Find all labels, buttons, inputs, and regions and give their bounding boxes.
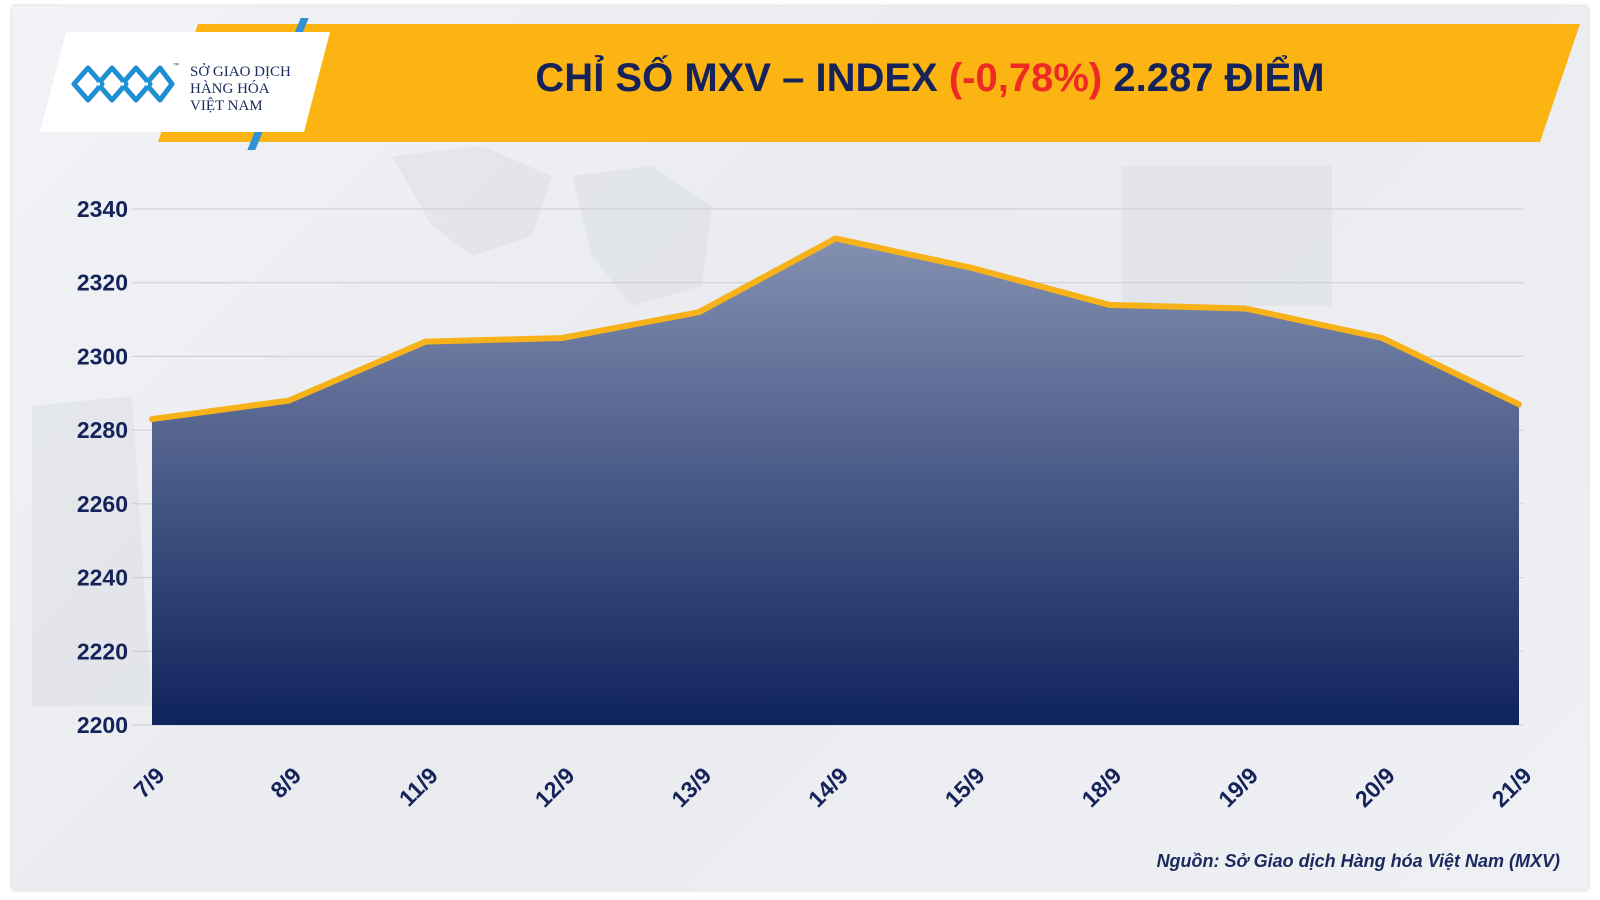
data-point-12-9: [560, 336, 564, 340]
data-point-15-9: [970, 266, 974, 270]
x-axis-ticks: 7/9 8/9 11/9 12/9 13/9 14/9 15/9 18/9 19/9 20/9 21…: [129, 762, 1537, 812]
trademark-symbol: ™: [173, 63, 179, 69]
area-layer: [152, 238, 1519, 725]
data-point-21-9: [1517, 402, 1521, 406]
logo-card: [40, 32, 330, 132]
y-tick-label: 2340: [77, 196, 128, 222]
x-tick-label: 13/9: [666, 762, 716, 812]
y-tick-label: 2260: [77, 491, 128, 517]
brand-name: SỞ GIAO DỊCH HÀNG HÓA VIỆT NAM: [190, 64, 291, 115]
brand-name-line-1: SỞ GIAO DỊCH: [190, 64, 291, 80]
data-point-18-9: [1107, 303, 1111, 307]
x-tick-label: 21/9: [1486, 762, 1536, 812]
line-layer: [149, 235, 1522, 423]
index-area-chart: 2200 2220 2240 2260 2280 2300 2320 2340 7/9 8/9 1…: [77, 196, 1537, 812]
x-tick-label: 15/9: [940, 762, 990, 812]
y-axis-ticks: 2200 2220 2240 2260 2280 2300 2320 2340: [77, 196, 128, 738]
x-tick-label: 8/9: [265, 762, 306, 803]
title-change-percent: (-0,78%): [948, 56, 1103, 100]
data-point-19-9: [1244, 307, 1248, 311]
x-tick-label: 20/9: [1350, 762, 1400, 812]
data-point-8-9: [287, 399, 291, 403]
title-banner: [158, 24, 1580, 142]
title-value: 2.287 ĐIỂM: [1102, 56, 1325, 100]
x-tick-label: 12/9: [530, 762, 580, 812]
area-fill: [152, 238, 1519, 725]
data-point-20-9: [1380, 336, 1384, 340]
chart-frame: ™ SỞ GIAO DỊCH HÀNG HÓA VIỆT NAM CHỈ SỐ …: [12, 6, 1588, 890]
data-point-14-9: [834, 236, 837, 240]
y-tick-label: 2320: [77, 270, 128, 296]
data-point-7-9: [150, 417, 154, 421]
x-tick-label: 7/9: [129, 762, 170, 803]
y-tick-label: 2280: [77, 417, 128, 443]
x-tick-label: 14/9: [803, 762, 853, 812]
x-tick-label: 19/9: [1213, 762, 1263, 812]
y-tick-label: 2240: [77, 565, 128, 591]
chart-title: CHỈ SỐ MXV – INDEX (-0,78%) 2.287 ĐIỂM: [312, 56, 1548, 101]
y-tick-label: 2200: [77, 712, 128, 738]
x-tick-label: 11/9: [394, 762, 443, 811]
y-tick-label: 2220: [77, 638, 128, 664]
brand-name-line-3: VIỆT NAM: [190, 98, 263, 114]
title-main: CHỈ SỐ MXV – INDEX: [535, 56, 949, 100]
mxv-logo-icon: [71, 65, 175, 103]
x-tick-label: 18/9: [1076, 762, 1126, 812]
y-tick-label: 2300: [77, 343, 128, 369]
brand-name-line-2: HÀNG HÓA: [190, 81, 270, 97]
data-point-11-9: [423, 340, 427, 344]
source-note: Nguồn: Sở Giao dịch Hàng hóa Việt Nam (M…: [1156, 851, 1560, 871]
data-point-13-9: [697, 310, 701, 314]
